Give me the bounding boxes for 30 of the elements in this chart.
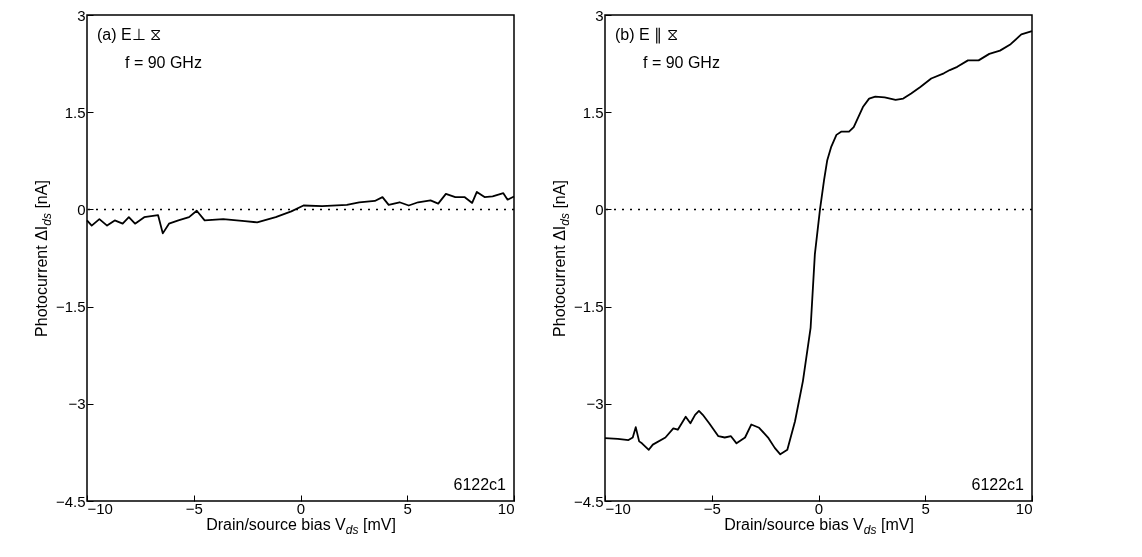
y-tick-label: 0 <box>595 200 604 218</box>
x-tick-label: −10 <box>605 499 631 517</box>
y-tick-label: −3 <box>68 395 86 413</box>
y-tick-label: 1.5 <box>64 103 86 121</box>
x-tick-label: 10 <box>497 499 515 517</box>
x-tick-label: −5 <box>703 499 721 517</box>
x-tick-label: 10 <box>1015 499 1033 517</box>
y-tick-label: 3 <box>77 6 86 24</box>
annotation: 6122c1 <box>453 476 507 493</box>
y-tick-label: 1.5 <box>582 103 604 121</box>
x-tick-label: 0 <box>814 499 824 517</box>
annotation: f = 90 GHz <box>643 54 720 71</box>
x-tick-label: 5 <box>921 499 930 517</box>
y-tick-label: −4.5 <box>573 492 604 510</box>
x-tick-label: −10 <box>87 499 113 517</box>
x-tick-label: 0 <box>296 499 306 517</box>
y-tick-label: −1.5 <box>573 298 604 316</box>
annotation: (b) E ∥ ⧖ <box>615 26 678 44</box>
annotation: f = 90 GHz <box>125 54 202 71</box>
annotation: 6122c1 <box>971 476 1025 493</box>
annotation: (a) E⊥ ⧖ <box>97 26 162 43</box>
y-tick-label: −3 <box>586 395 604 413</box>
x-axis-title: Drain/source bias V$_{ds}$ [mV] <box>206 515 396 537</box>
y-tick-label: 3 <box>595 6 604 24</box>
y-tick-label: −1.5 <box>55 298 86 316</box>
x-tick-label: 5 <box>403 499 412 517</box>
x-tick-label: −5 <box>185 499 203 517</box>
x-axis-title: Drain/source bias V$_{ds}$ [mV] <box>724 515 914 537</box>
y-tick-label: 0 <box>77 200 86 218</box>
y-tick-label: −4.5 <box>55 492 86 510</box>
